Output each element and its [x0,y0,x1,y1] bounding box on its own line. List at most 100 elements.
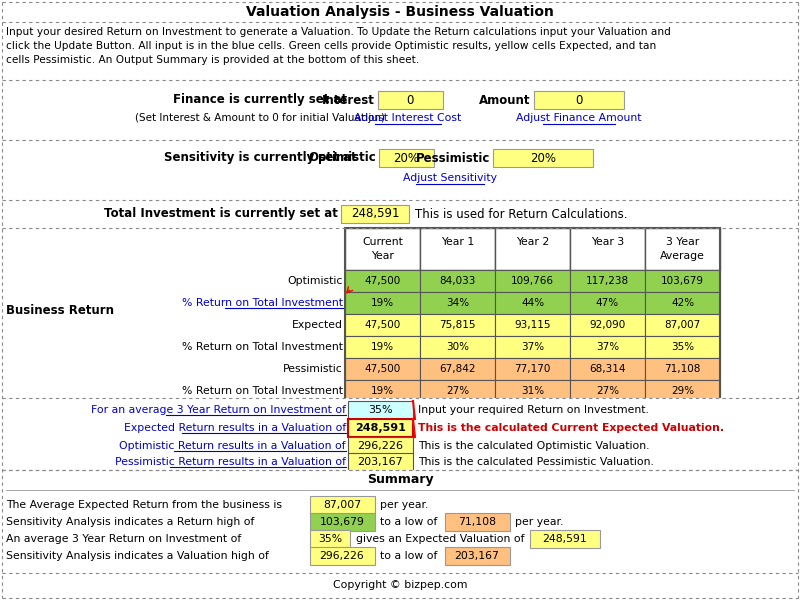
Text: (Set Interest & Amount to 0 for initial Valuation): (Set Interest & Amount to 0 for initial … [135,113,385,123]
Text: 84,033: 84,033 [439,276,476,286]
Bar [645,314,720,336]
Text: Total Investment is currently set at: Total Investment is currently set at [104,208,338,220]
Bar [2,80,798,140]
Bar [420,292,495,314]
Bar [379,149,434,167]
Bar [2,228,798,398]
Bar [310,513,375,531]
Bar [2,200,798,228]
Bar [345,358,420,380]
Text: Sensitivity is currently set at: Sensitivity is currently set at [164,151,356,164]
Text: 0: 0 [575,94,582,107]
Text: Business Return: Business Return [6,304,114,317]
Text: Copyright © bizpep.com: Copyright © bizpep.com [333,580,467,590]
Text: 203,167: 203,167 [454,551,499,561]
Bar [495,292,570,314]
Text: 109,766: 109,766 [511,276,554,286]
Bar [341,205,409,223]
Bar [570,358,645,380]
Bar [2,573,798,598]
Bar [645,292,720,314]
Bar [420,270,495,292]
Bar [348,437,413,455]
Bar [2,140,798,200]
Text: 93,115: 93,115 [514,320,550,330]
Bar [445,513,510,531]
Text: 35%: 35% [318,534,342,544]
Text: per year.: per year. [380,500,428,510]
Text: % Return on Total Investment: % Return on Total Investment [182,298,343,308]
Text: Optimistic Return results in a Valuation of: Optimistic Return results in a Valuation… [119,441,346,451]
Text: Year 2: Year 2 [516,237,549,247]
Bar [345,380,420,402]
Text: Finance is currently set at: Finance is currently set at [173,94,347,107]
Text: Summary: Summary [366,473,434,487]
Text: 47,500: 47,500 [364,364,401,374]
Text: For an average 3 Year Return on Investment of: For an average 3 Year Return on Investme… [91,405,346,415]
Text: % Return on Total Investment: % Return on Total Investment [182,386,343,396]
Text: Pessimistic: Pessimistic [283,364,343,374]
Text: 103,679: 103,679 [319,517,365,527]
Text: 37%: 37% [596,342,619,352]
Bar [495,314,570,336]
Bar [310,547,375,565]
Bar [345,270,420,292]
Text: 27%: 27% [446,386,469,396]
Text: This is the calculated Optimistic Valuation.: This is the calculated Optimistic Valuat… [418,441,650,451]
Text: Adjust Finance Amount: Adjust Finance Amount [516,113,642,123]
Text: 92,090: 92,090 [590,320,626,330]
Text: 47%: 47% [596,298,619,308]
Text: 47,500: 47,500 [364,320,401,330]
Text: 67,842: 67,842 [439,364,476,374]
Bar [534,91,624,109]
Bar [645,380,720,402]
Text: 19%: 19% [371,386,394,396]
Text: to a low of: to a low of [380,517,438,527]
Bar [348,401,413,419]
Text: 30%: 30% [446,342,469,352]
Bar [2,470,798,573]
Text: Expected: Expected [292,320,343,330]
Text: 117,238: 117,238 [586,276,629,286]
Bar [493,149,593,167]
Bar [310,530,350,548]
Bar [2,2,798,22]
Bar [645,270,720,292]
Text: 3 Year: 3 Year [666,237,699,247]
Text: Optimistic: Optimistic [288,276,343,286]
Bar [310,496,375,514]
Text: 27%: 27% [596,386,619,396]
Text: 29%: 29% [671,386,694,396]
Bar [495,336,570,358]
Bar [645,358,720,380]
Text: gives an Expected Valuation of: gives an Expected Valuation of [356,534,525,544]
Text: 20%: 20% [530,151,556,164]
Text: Valuation Analysis - Business Valuation: Valuation Analysis - Business Valuation [246,5,554,19]
Bar [420,358,495,380]
Text: Year 3: Year 3 [591,237,624,247]
Text: Interest: Interest [322,94,375,107]
Bar [345,336,420,358]
Bar [530,530,600,548]
Text: Sensitivity Analysis indicates a Valuation high of: Sensitivity Analysis indicates a Valuati… [6,551,269,561]
Bar [378,91,443,109]
Text: click the Update Button. All input is in the blue cells. Green cells provide Opt: click the Update Button. All input is in… [6,41,656,51]
Bar [495,270,570,292]
Text: 103,679: 103,679 [661,276,704,286]
Text: 47,500: 47,500 [364,276,401,286]
Text: An average 3 Year Return on Investment of: An average 3 Year Return on Investment o… [6,534,242,544]
Bar [570,270,645,292]
Text: Amount: Amount [478,94,530,107]
Text: Adjust Interest Cost: Adjust Interest Cost [354,113,462,123]
Text: 71,108: 71,108 [664,364,701,374]
Text: Average: Average [660,251,705,261]
Text: The Average Expected Return from the business is: The Average Expected Return from the bus… [6,500,282,510]
Text: Adjust Sensitivity: Adjust Sensitivity [403,173,497,183]
Bar [420,314,495,336]
Text: % Return on Total Investment: % Return on Total Investment [182,342,343,352]
Bar [2,22,798,80]
Bar [495,228,570,270]
Bar [420,380,495,402]
Text: Optimistic: Optimistic [308,151,376,164]
Bar [570,292,645,314]
